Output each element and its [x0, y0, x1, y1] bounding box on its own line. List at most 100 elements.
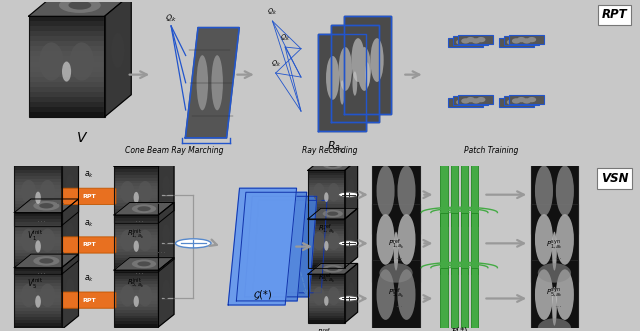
Bar [308, 200, 345, 202]
Bar [14, 308, 62, 311]
Bar [308, 238, 345, 241]
Text: $P_{1,a_k}^{\mathrm{syn}}$: $P_{1,a_k}^{\mathrm{syn}}$ [546, 238, 563, 252]
Bar [504, 96, 539, 105]
Bar [14, 299, 62, 302]
Text: $\mathcal{G}(*)$: $\mathcal{G}(*)$ [253, 289, 273, 302]
Text: $V_1^{\mathrm{init}}$: $V_1^{\mathrm{init}}$ [27, 228, 43, 243]
Bar [440, 213, 448, 274]
Bar [14, 164, 62, 167]
Polygon shape [228, 188, 296, 305]
Bar [461, 268, 468, 329]
Bar [114, 318, 159, 321]
Ellipse shape [313, 287, 325, 305]
Text: $P_{5,a_k}^{\mathrm{syn}}$: $P_{5,a_k}^{\mathrm{syn}}$ [546, 287, 563, 300]
Bar [308, 277, 345, 279]
Text: $V_5^{\mathrm{init}}$: $V_5^{\mathrm{init}}$ [27, 276, 43, 291]
Ellipse shape [538, 263, 571, 283]
Bar [451, 164, 458, 225]
Text: ...: ... [135, 266, 144, 276]
Bar [471, 213, 478, 274]
Bar [114, 270, 159, 273]
Polygon shape [331, 25, 379, 122]
Bar [114, 195, 159, 198]
Bar [308, 313, 345, 315]
Bar [308, 248, 345, 251]
Bar [14, 167, 62, 170]
Bar [499, 38, 534, 47]
Bar [308, 308, 345, 311]
Bar [308, 212, 345, 214]
Bar [114, 241, 159, 243]
Bar [531, 205, 578, 282]
Bar [114, 212, 159, 214]
Ellipse shape [324, 296, 328, 306]
Bar [14, 222, 62, 225]
Text: Cone Beam Ray Marching: Cone Beam Ray Marching [125, 146, 223, 155]
Bar [114, 299, 159, 301]
Ellipse shape [66, 278, 74, 300]
Bar [308, 279, 345, 281]
Text: ...: ... [56, 196, 65, 206]
Ellipse shape [512, 98, 520, 104]
Circle shape [339, 192, 358, 197]
Ellipse shape [376, 269, 395, 320]
Ellipse shape [211, 55, 223, 110]
Bar [114, 215, 159, 272]
Text: VSN: VSN [601, 172, 628, 185]
Bar [29, 51, 104, 57]
Text: $\mathcal{Q}_k$: $\mathcal{Q}_k$ [268, 7, 278, 16]
Bar [14, 259, 62, 262]
Ellipse shape [535, 214, 553, 265]
Ellipse shape [66, 223, 74, 244]
Bar [14, 204, 62, 207]
Polygon shape [29, 0, 131, 16]
Bar [114, 279, 159, 281]
Bar [308, 251, 345, 253]
Ellipse shape [138, 181, 152, 203]
FancyBboxPatch shape [61, 292, 116, 308]
Ellipse shape [477, 97, 486, 102]
Bar [308, 192, 345, 195]
Bar [14, 268, 62, 271]
Bar [29, 87, 104, 92]
Bar [308, 236, 345, 238]
Ellipse shape [348, 178, 355, 195]
Ellipse shape [138, 206, 150, 211]
Ellipse shape [70, 42, 94, 81]
Ellipse shape [66, 174, 74, 196]
Bar [504, 36, 539, 45]
Polygon shape [104, 0, 131, 117]
Bar [114, 269, 159, 272]
Ellipse shape [467, 100, 476, 105]
Bar [114, 276, 159, 279]
Ellipse shape [120, 230, 134, 251]
Bar [114, 258, 159, 260]
Ellipse shape [132, 204, 156, 213]
Ellipse shape [62, 62, 71, 82]
Bar [29, 16, 104, 21]
Bar [29, 82, 104, 87]
Ellipse shape [527, 37, 536, 42]
Ellipse shape [40, 180, 55, 203]
Text: ...: ... [36, 266, 45, 276]
Bar [29, 67, 104, 71]
Ellipse shape [461, 98, 470, 104]
Bar [308, 243, 345, 246]
Bar [308, 306, 345, 308]
Polygon shape [114, 203, 174, 215]
Bar [372, 205, 420, 282]
Polygon shape [236, 192, 307, 301]
Polygon shape [345, 263, 358, 323]
Ellipse shape [138, 285, 152, 307]
Bar [509, 35, 544, 44]
Ellipse shape [535, 269, 553, 320]
Ellipse shape [163, 279, 170, 299]
Bar [308, 296, 345, 299]
Bar [14, 262, 62, 265]
Bar [308, 226, 345, 229]
Bar [14, 198, 62, 201]
Bar [308, 274, 345, 277]
Bar [458, 35, 493, 44]
Bar [14, 219, 62, 222]
Polygon shape [159, 203, 174, 272]
